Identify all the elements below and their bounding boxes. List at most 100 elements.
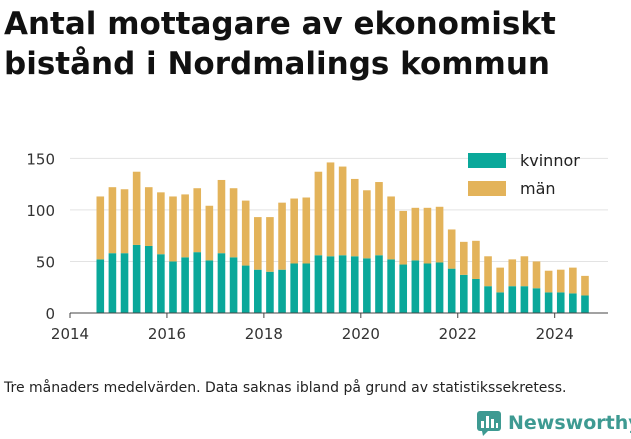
bar-man	[229, 188, 238, 258]
bar-kvinnor	[132, 244, 141, 313]
x-tick-label: 2018	[245, 325, 283, 343]
bar-man	[375, 182, 383, 256]
bar-kvinnor	[508, 286, 517, 313]
bar-kvinnor	[278, 269, 286, 313]
bar-kvinnor	[338, 255, 347, 313]
bar-kvinnor	[217, 253, 226, 313]
bar-man	[363, 190, 371, 259]
bar-kvinnor	[484, 286, 492, 313]
bar-kvinnor	[169, 261, 177, 313]
bar-man	[350, 178, 359, 257]
y-tick-label: 50	[36, 253, 55, 271]
bar-kvinnor	[399, 264, 408, 313]
bar-man	[181, 194, 189, 258]
bar-man	[544, 270, 553, 293]
bar-man	[108, 187, 117, 254]
legend-swatch	[468, 153, 506, 168]
x-tick-label: 2016	[148, 325, 186, 343]
bar-man	[460, 241, 468, 275]
bar-kvinnor	[532, 288, 541, 313]
bar-man	[278, 202, 286, 270]
bar-man	[96, 196, 105, 260]
bar-man	[326, 162, 335, 257]
bar-kvinnor	[96, 259, 105, 313]
y-tick-label: 100	[26, 202, 55, 220]
x-tick-label: 2020	[342, 325, 380, 343]
bar-man	[472, 240, 480, 279]
bar-kvinnor	[241, 265, 250, 313]
bar-kvinnor	[193, 252, 202, 313]
bar-kvinnor	[181, 257, 189, 313]
x-tick-label: 2024	[536, 325, 574, 343]
bar-man	[532, 261, 541, 289]
bar-man	[411, 207, 420, 261]
x-tick-label: 2022	[439, 325, 477, 343]
bar-man	[447, 229, 456, 269]
bar-kvinnor	[569, 293, 577, 313]
bar-kvinnor	[423, 263, 432, 313]
bars	[96, 162, 589, 313]
bar-kvinnor	[120, 253, 129, 313]
bar-kvinnor	[556, 292, 565, 313]
bar-kvinnor	[254, 269, 262, 313]
y-tick-label: 150	[26, 150, 55, 168]
bar-man	[120, 189, 129, 254]
legend-label: män	[520, 179, 556, 198]
y-tick-label: 0	[45, 305, 55, 323]
legend: kvinnor män	[468, 151, 580, 198]
bar-kvinnor	[314, 255, 323, 313]
bar-kvinnor	[411, 260, 420, 313]
bar-man	[217, 179, 226, 254]
legend-label: kvinnor	[520, 151, 580, 170]
bar-kvinnor	[581, 295, 589, 313]
bar-man	[205, 205, 214, 261]
bar-man	[338, 166, 347, 256]
title-line-1: Antal mottagare av ekonomiskt	[4, 6, 556, 42]
bar-man	[496, 267, 504, 293]
bar-kvinnor	[157, 254, 165, 313]
title-line-2: bistånd i Nordmalings kommun	[4, 46, 550, 82]
bar-kvinnor	[326, 256, 335, 313]
bar-kvinnor	[205, 260, 214, 313]
chart-caption: Tre månaders medelvärden. Data saknas ib…	[4, 380, 567, 396]
bar-man	[314, 171, 323, 256]
bar-man	[266, 217, 274, 272]
bar-man	[569, 267, 577, 294]
bar-kvinnor	[363, 258, 371, 313]
bar-kvinnor	[387, 259, 395, 313]
bar-chart-logo-icon	[477, 411, 501, 436]
bar-kvinnor	[544, 292, 553, 313]
legend-swatch	[468, 181, 506, 196]
brand-logo[interactable]: Newsworthy	[476, 408, 631, 438]
bar-man	[423, 207, 432, 264]
stacked-bar-chart: 0 50 100 150 2014 2016 2018 2020 2022 2024 kvinno…	[26, 150, 608, 343]
bar-man	[581, 275, 589, 296]
bar-kvinnor	[350, 256, 359, 313]
bar-kvinnor	[229, 257, 238, 313]
bar-man	[556, 269, 565, 293]
bar-kvinnor	[520, 286, 529, 313]
bar-man	[484, 256, 492, 287]
bar-kvinnor	[266, 271, 274, 313]
bar-man	[193, 188, 202, 253]
bar-kvinnor	[302, 263, 311, 313]
bar-man	[254, 217, 262, 270]
bar-kvinnor	[435, 262, 444, 313]
bar-man	[290, 198, 298, 264]
bar-kvinnor	[447, 268, 456, 313]
bar-man	[132, 171, 141, 245]
bar-kvinnor	[375, 255, 383, 313]
bar-man	[157, 192, 165, 255]
bar-man	[435, 206, 444, 263]
bar-man	[241, 200, 250, 266]
brand-name: Newsworthy	[508, 412, 631, 434]
bar-man	[169, 196, 177, 262]
bar-kvinnor	[108, 253, 117, 313]
bar-man	[387, 196, 395, 260]
bar-man	[520, 256, 529, 287]
bar-man	[302, 197, 311, 264]
bar-man	[399, 210, 408, 265]
bar-kvinnor	[290, 263, 298, 313]
bar-kvinnor	[496, 292, 504, 313]
chart-title: Antal mottagare av ekonomiskt bistånd i …	[4, 4, 624, 84]
